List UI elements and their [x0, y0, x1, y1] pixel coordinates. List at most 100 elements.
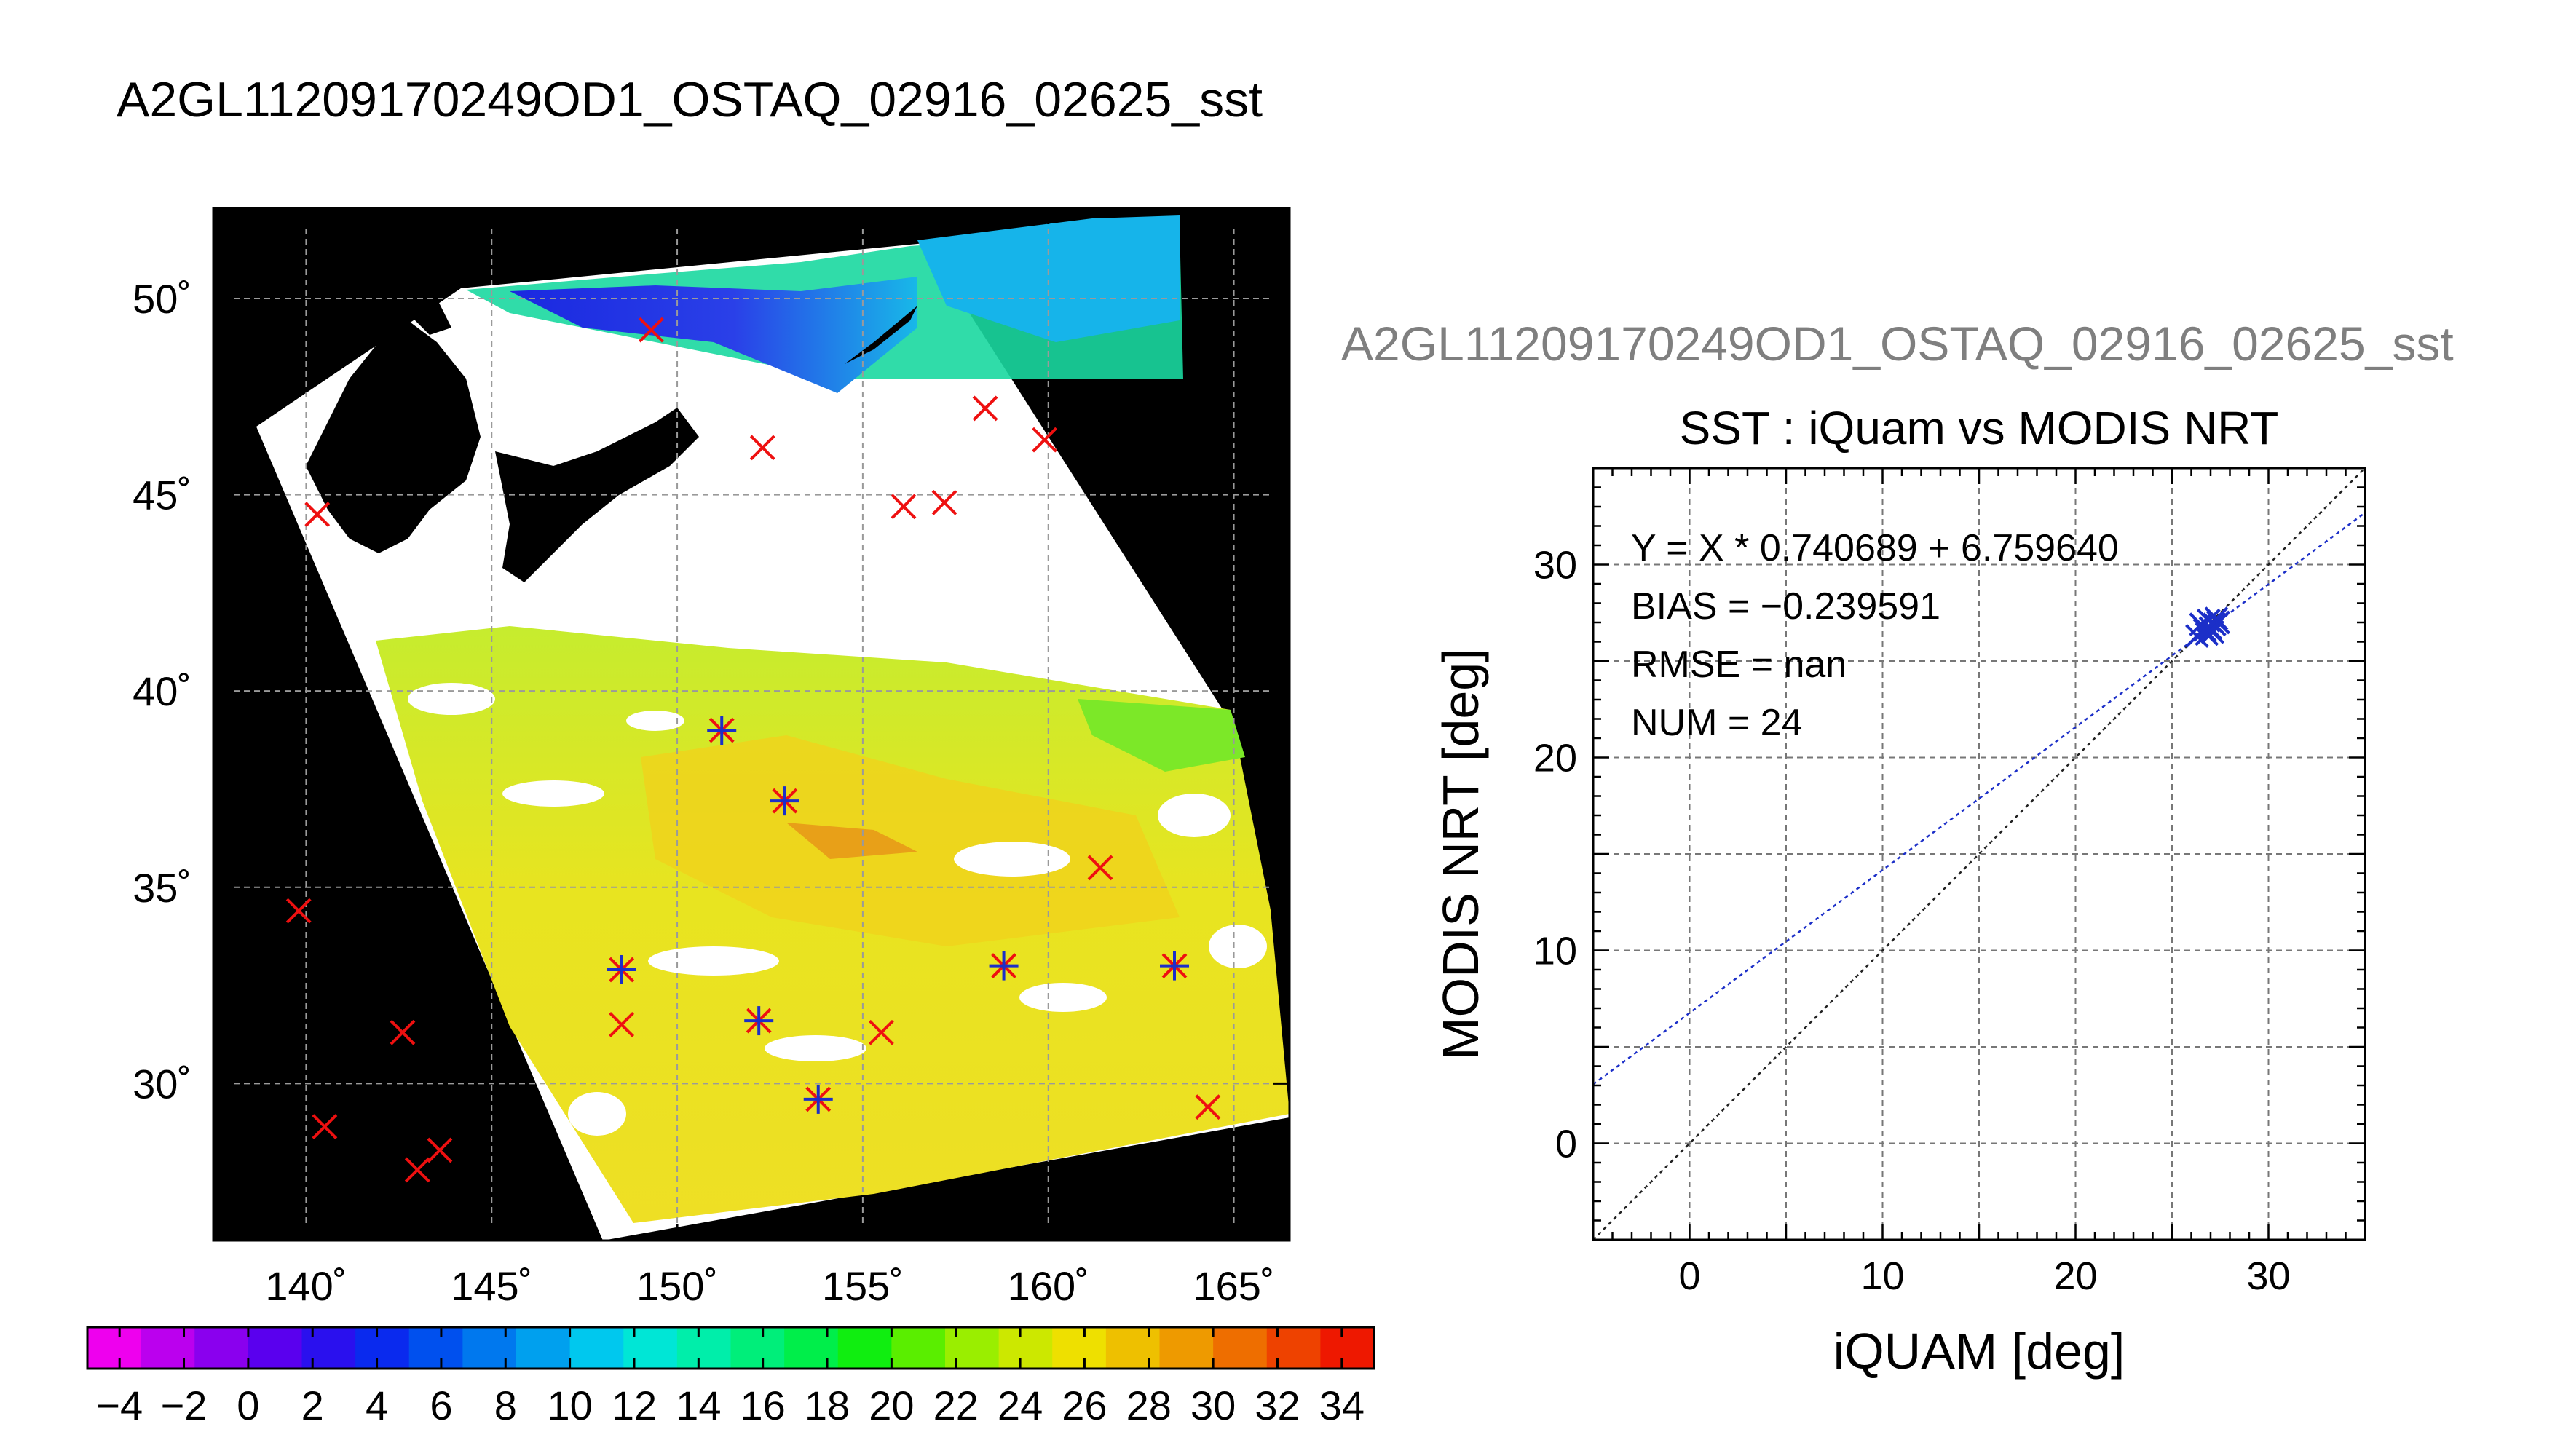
map-frame — [212, 207, 1291, 1242]
colorbar-label: 26 — [1062, 1382, 1107, 1428]
colorbar-swatch — [998, 1327, 1054, 1369]
colorbar-label: 24 — [998, 1382, 1043, 1428]
matchup-x-marker — [1087, 855, 1113, 881]
matchup-star-marker — [707, 716, 737, 745]
marker-stroke — [304, 502, 331, 527]
matchup-x-marker — [304, 502, 331, 527]
matchup-star-marker — [744, 1006, 774, 1036]
scatter-point — [2206, 610, 2231, 635]
colorbar-label: 34 — [1319, 1382, 1365, 1428]
colorbar-swatch — [462, 1327, 517, 1369]
map-ytick-label: 45˚ — [133, 472, 191, 518]
colorbar-label: 18 — [805, 1382, 850, 1428]
cold-sst-core — [510, 277, 917, 393]
colorbar-label: 20 — [869, 1382, 914, 1428]
colorbar-label: −4 — [96, 1382, 143, 1428]
colorbar-label: 10 — [547, 1382, 592, 1428]
warm-sst-core — [641, 735, 1180, 946]
colorbar-label: −2 — [161, 1382, 208, 1428]
marker-stroke — [404, 1157, 430, 1183]
colorbar-swatch — [676, 1327, 732, 1369]
colorbar-swatch — [569, 1327, 625, 1369]
annotation-num: NUM = 24 — [1631, 702, 1803, 744]
scatter-grid — [1593, 468, 2365, 1240]
colorbar-swatch — [730, 1327, 785, 1369]
scatter-ytick-label: 0 — [1555, 1123, 1577, 1166]
matchup-x-marker — [1195, 1094, 1221, 1120]
colorbar-swatch — [623, 1327, 678, 1369]
scatter-xtick-label: 10 — [1860, 1254, 1904, 1298]
marker-stroke — [609, 1012, 635, 1037]
scatter-ytick-label: 10 — [1533, 930, 1577, 973]
colorbar-swatch — [784, 1327, 839, 1369]
colorbar-label: 14 — [676, 1382, 721, 1428]
map-axis-ticks — [213, 208, 1290, 1241]
map-xtick-label: 150˚ — [636, 1263, 718, 1309]
matchup-x-marker — [638, 317, 664, 343]
point-stroke — [2206, 610, 2231, 635]
marker-stroke — [312, 1114, 338, 1140]
map-markers — [285, 317, 1221, 1183]
scatter-points — [2185, 606, 2231, 648]
colorbar-swatch — [891, 1327, 946, 1369]
annotation-regression: Y = X * 0.740689 + 6.759640 — [1631, 527, 2119, 569]
map-ytick-label: 50˚ — [133, 276, 191, 322]
colorbar-label: 8 — [494, 1382, 517, 1428]
cloud-speckles — [408, 683, 1267, 1136]
marker-stroke — [972, 395, 998, 422]
scatter-annotations: Y = X * 0.740689 + 6.759640 BIAS = −0.23… — [1631, 527, 2119, 744]
colorbar-swatch — [194, 1327, 249, 1369]
scatter-ytick-label: 20 — [1533, 737, 1577, 780]
map-xtick-label: 160˚ — [1008, 1263, 1089, 1309]
sst-map: 140˚ 145˚ 150˚ 155˚ 160˚ 165˚ 30˚ 35˚ 40˚ 45˚ 50˚ — [133, 207, 1291, 1309]
colorbar-swatch — [301, 1327, 356, 1369]
marker-stroke — [638, 317, 664, 343]
map-xtick-label: 165˚ — [1193, 1263, 1275, 1309]
colorbar-label: 32 — [1255, 1382, 1300, 1428]
marker-stroke — [390, 1019, 416, 1045]
annotation-rmse: RMSE = nan — [1631, 644, 1847, 686]
matchup-star-marker — [989, 951, 1019, 981]
colorbar-swatch — [248, 1327, 303, 1369]
map-ytick-label: 40˚ — [133, 668, 191, 714]
matchup-star-marker — [770, 786, 799, 816]
matchup-x-marker — [1032, 427, 1058, 453]
scatter-ticks — [1592, 467, 2366, 1241]
colorbar-label: 16 — [741, 1382, 786, 1428]
colorbar-swatch — [141, 1327, 196, 1369]
scatter-xlabel: iQUAM [deg] — [1833, 1323, 2125, 1380]
matchup-x-marker — [404, 1157, 430, 1183]
map-ytick-label: 35˚ — [133, 865, 191, 911]
colorbar-swatch — [87, 1327, 142, 1369]
colorbar-swatch — [1052, 1327, 1107, 1369]
cyan-sst-region — [917, 215, 1180, 342]
colorbar-frame — [86, 1326, 1375, 1370]
matchup-x-marker — [390, 1019, 416, 1045]
matchup-star-marker — [607, 954, 636, 984]
scatter-ytick-label: 30 — [1533, 544, 1577, 587]
colorbar-swatch — [1320, 1327, 1375, 1369]
matchup-x-marker — [749, 435, 775, 461]
scatter-xtick-label: 30 — [2246, 1254, 2290, 1298]
marker-stroke — [285, 898, 312, 924]
colorbar-label: 6 — [430, 1382, 452, 1428]
annotation-bias: BIAS = −0.239591 — [1631, 585, 1940, 628]
matchup-x-marker — [609, 1012, 635, 1037]
matchup-star-marker — [1160, 951, 1190, 981]
colorbar-label: 0 — [237, 1382, 259, 1428]
colorbar-label: 30 — [1190, 1382, 1236, 1428]
matchup-star-marker — [803, 1084, 833, 1114]
colorbar-label: 28 — [1126, 1382, 1172, 1428]
colorbar-swatch — [1213, 1327, 1268, 1369]
colorbar-ticks — [118, 1327, 1343, 1369]
matchup-x-marker — [312, 1114, 338, 1140]
map-ytick-label: 30˚ — [133, 1061, 191, 1107]
scatter-title: SST : iQuam vs MODIS NRT — [1680, 402, 2279, 454]
marker-stroke — [931, 489, 957, 515]
colorbar-label: 4 — [366, 1382, 388, 1428]
colorbar-swatch — [1266, 1327, 1322, 1369]
colorbar-swatch — [837, 1327, 893, 1369]
colorbar: −4 −2 0 2 4 6 8 10 12 14 16 18 20 22 24 26 28 30 32 34 — [86, 1326, 1375, 1428]
scatter-file-title: A2GL11209170249OD1_OSTAQ_02916_02625_sst — [1341, 317, 2454, 371]
